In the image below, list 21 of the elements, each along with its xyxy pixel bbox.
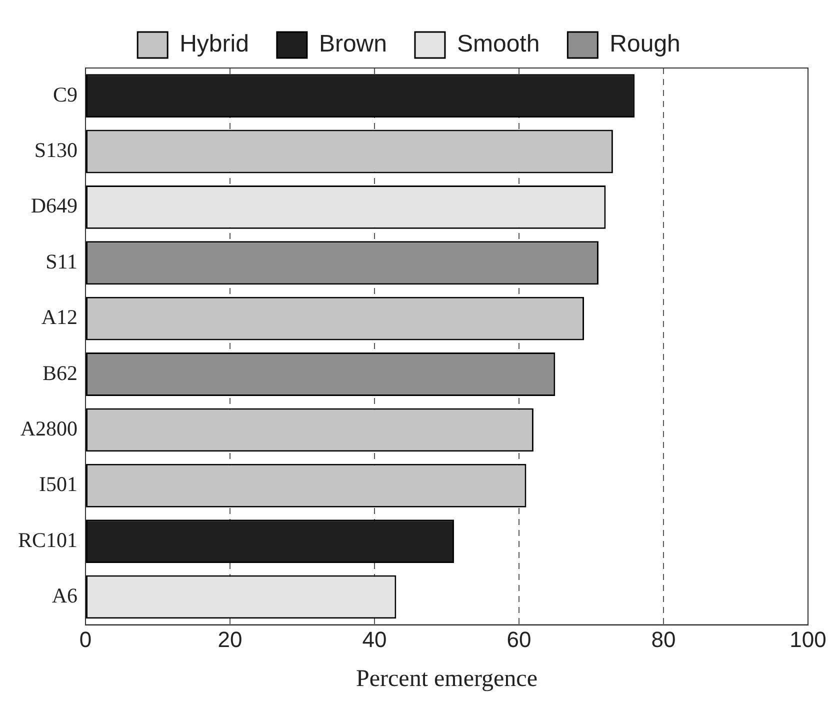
y-tick-label: S130 [34, 138, 78, 162]
y-tick-label: I501 [39, 472, 78, 496]
x-tick-label: 0 [79, 627, 92, 652]
x-tick-label: 60 [506, 627, 532, 652]
y-tick-label: D649 [30, 194, 78, 218]
legend-label: Hybrid [180, 30, 249, 58]
legend-label: Rough [610, 30, 680, 58]
x-tick-label: 20 [218, 627, 242, 652]
y-tick-label: A2800 [20, 416, 78, 440]
y-tick-label: A12 [41, 305, 78, 330]
x-axis-title: Percent emergence [356, 666, 538, 692]
legend-label: Smooth [456, 30, 540, 58]
y-tick-label: C9 [53, 82, 78, 106]
y-tick-label: B62 [42, 360, 78, 385]
x-tick-label: 100 [790, 627, 826, 652]
x-tick-label: 80 [651, 627, 676, 652]
y-tick-label: S11 [46, 249, 78, 274]
y-tick-label: A6 [52, 583, 78, 608]
y-tick-label: RC101 [18, 528, 78, 552]
x-tick-label: 40 [362, 627, 387, 652]
legend-label: Brown [318, 30, 387, 58]
